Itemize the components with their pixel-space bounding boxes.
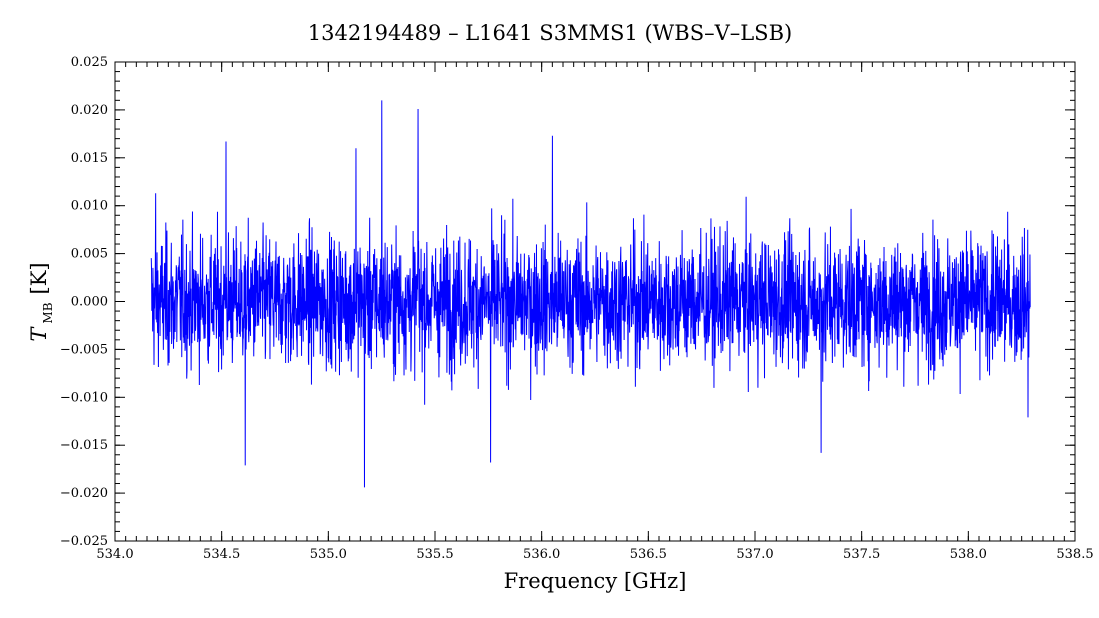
x-tick-label: 537.0 (736, 547, 773, 562)
y-axis-label-sub: MB (41, 302, 55, 323)
x-tick-label: 538.0 (950, 547, 987, 562)
x-tick-label: 534.5 (203, 547, 240, 562)
x-tick-label: 534.0 (96, 547, 133, 562)
x-tick-label: 538.5 (1056, 547, 1093, 562)
axis-ticks (114, 61, 1076, 542)
y-tick-label: 0.025 (71, 55, 108, 70)
y-tick-label: −0.020 (60, 486, 108, 501)
x-tick-label: 536.5 (630, 547, 667, 562)
y-axis-label-unit: [K] (27, 262, 51, 294)
x-tick-label: 536.0 (523, 547, 560, 562)
y-tick-label: 0.020 (71, 103, 108, 118)
y-tick-label: 0.010 (71, 199, 108, 214)
x-tick-labels: 534.0 534.5 535.0 535.5 536.0 536.5 537.0 537.5… (96, 547, 1093, 562)
x-tick-label: 535.0 (310, 547, 347, 562)
y-axis-label: T MB [K] (27, 262, 56, 341)
spectrum-series-line (150, 100, 1031, 488)
y-tick-label: −0.005 (60, 342, 108, 357)
x-tick-label: 537.5 (843, 547, 880, 562)
y-tick-label: 0.005 (71, 247, 108, 262)
x-tick-label: 535.5 (416, 547, 453, 562)
x-axis-label: Frequency [GHz] (504, 569, 687, 593)
y-tick-label: 0.000 (71, 295, 108, 310)
y-tick-label: −0.025 (60, 534, 108, 549)
y-axis-label-main: T (27, 326, 51, 342)
y-tick-label: 0.015 (71, 151, 108, 166)
svg-text:T MB [K]: T MB [K] (27, 262, 56, 341)
y-tick-labels: 0.025 0.020 0.015 0.010 0.005 0.000 −0.005 −0.0… (60, 55, 108, 549)
y-tick-label: −0.015 (60, 438, 108, 453)
chart-title: 1342194489 – L1641 S3MMS1 (WBS–V–LSB) (308, 21, 792, 45)
y-tick-label: −0.010 (60, 390, 108, 405)
